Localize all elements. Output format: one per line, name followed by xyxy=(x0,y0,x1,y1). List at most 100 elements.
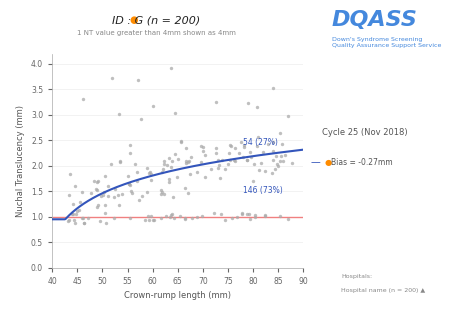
Point xyxy=(159,166,166,171)
Text: ●: ● xyxy=(129,15,137,26)
Point xyxy=(238,212,246,217)
Point xyxy=(78,215,86,220)
Point xyxy=(288,161,295,166)
Point xyxy=(101,203,109,208)
Point xyxy=(141,217,149,222)
Point xyxy=(201,175,209,180)
Point xyxy=(108,76,116,81)
Point xyxy=(197,143,204,148)
Point xyxy=(221,217,228,222)
Text: Quality Assurance Support Service: Quality Assurance Support Service xyxy=(332,43,441,48)
Point xyxy=(93,204,100,209)
Text: ID : G (n = 200): ID : G (n = 200) xyxy=(112,15,201,26)
Point xyxy=(70,217,78,222)
Point xyxy=(269,85,276,90)
Point xyxy=(171,111,179,116)
Point xyxy=(284,113,292,118)
Point xyxy=(177,138,184,143)
Point xyxy=(93,188,101,193)
Point xyxy=(244,212,251,217)
Point xyxy=(276,130,284,135)
Point xyxy=(198,214,206,219)
Text: 1 NT value greater than 4mm shown as 4mm: 1 NT value greater than 4mm shown as 4mm xyxy=(77,30,236,36)
Point xyxy=(150,218,157,223)
Point xyxy=(157,215,165,220)
Point xyxy=(238,211,246,216)
Point xyxy=(94,203,101,208)
Point xyxy=(101,173,109,178)
Point xyxy=(231,145,238,150)
Point xyxy=(165,155,173,160)
Point xyxy=(182,216,189,221)
Point xyxy=(150,217,157,222)
Point xyxy=(168,66,175,71)
Point xyxy=(160,161,168,166)
Point xyxy=(165,176,173,181)
Point xyxy=(107,162,115,167)
Point xyxy=(168,158,176,163)
Point xyxy=(273,161,281,166)
Point xyxy=(117,158,124,163)
Point xyxy=(212,146,220,151)
Point xyxy=(215,158,222,163)
Point xyxy=(259,149,267,154)
Point xyxy=(158,170,166,175)
Point xyxy=(262,213,269,218)
Point xyxy=(193,169,201,174)
Point xyxy=(274,164,282,169)
Text: —: — xyxy=(310,157,320,167)
Point xyxy=(126,182,134,187)
Point xyxy=(245,100,252,106)
Point xyxy=(216,163,223,168)
Point xyxy=(160,192,168,197)
Point xyxy=(101,211,109,216)
Point xyxy=(116,160,124,165)
Point xyxy=(280,158,287,163)
Point xyxy=(163,214,170,219)
Point xyxy=(65,192,73,197)
Point xyxy=(201,152,209,158)
Point xyxy=(116,111,123,116)
Point xyxy=(254,143,261,148)
Point xyxy=(69,211,77,216)
Text: Bias = -0.27mm: Bias = -0.27mm xyxy=(331,158,392,167)
Point xyxy=(261,169,268,174)
Point xyxy=(126,142,134,147)
Point xyxy=(231,158,239,163)
Point xyxy=(226,158,234,163)
Point xyxy=(72,183,79,188)
Point xyxy=(188,215,195,220)
Text: 54 (27%): 54 (27%) xyxy=(243,138,278,147)
Point xyxy=(199,144,207,149)
Point xyxy=(269,148,277,153)
Point xyxy=(168,212,176,217)
Point xyxy=(102,220,109,226)
Point xyxy=(216,175,224,180)
Point xyxy=(253,104,260,109)
Point xyxy=(236,150,243,155)
Point xyxy=(240,142,248,147)
Point xyxy=(276,214,283,219)
Y-axis label: Nuchal Translucency (mm): Nuchal Translucency (mm) xyxy=(17,105,26,217)
Point xyxy=(160,159,167,164)
Point xyxy=(75,207,83,212)
Point xyxy=(247,154,255,159)
Point xyxy=(71,220,79,226)
Point xyxy=(214,165,221,170)
Point xyxy=(127,188,135,193)
Point xyxy=(97,193,105,198)
Point xyxy=(93,180,101,185)
Point xyxy=(269,158,276,163)
Point xyxy=(135,198,143,203)
Point xyxy=(244,158,251,163)
Point xyxy=(157,192,164,197)
Point xyxy=(237,140,245,145)
Point xyxy=(227,143,235,148)
Point xyxy=(177,140,184,145)
Point xyxy=(184,190,191,195)
Point xyxy=(272,153,280,158)
Point xyxy=(126,215,134,220)
Point xyxy=(176,214,184,219)
Point xyxy=(144,213,152,218)
Point xyxy=(269,140,277,145)
